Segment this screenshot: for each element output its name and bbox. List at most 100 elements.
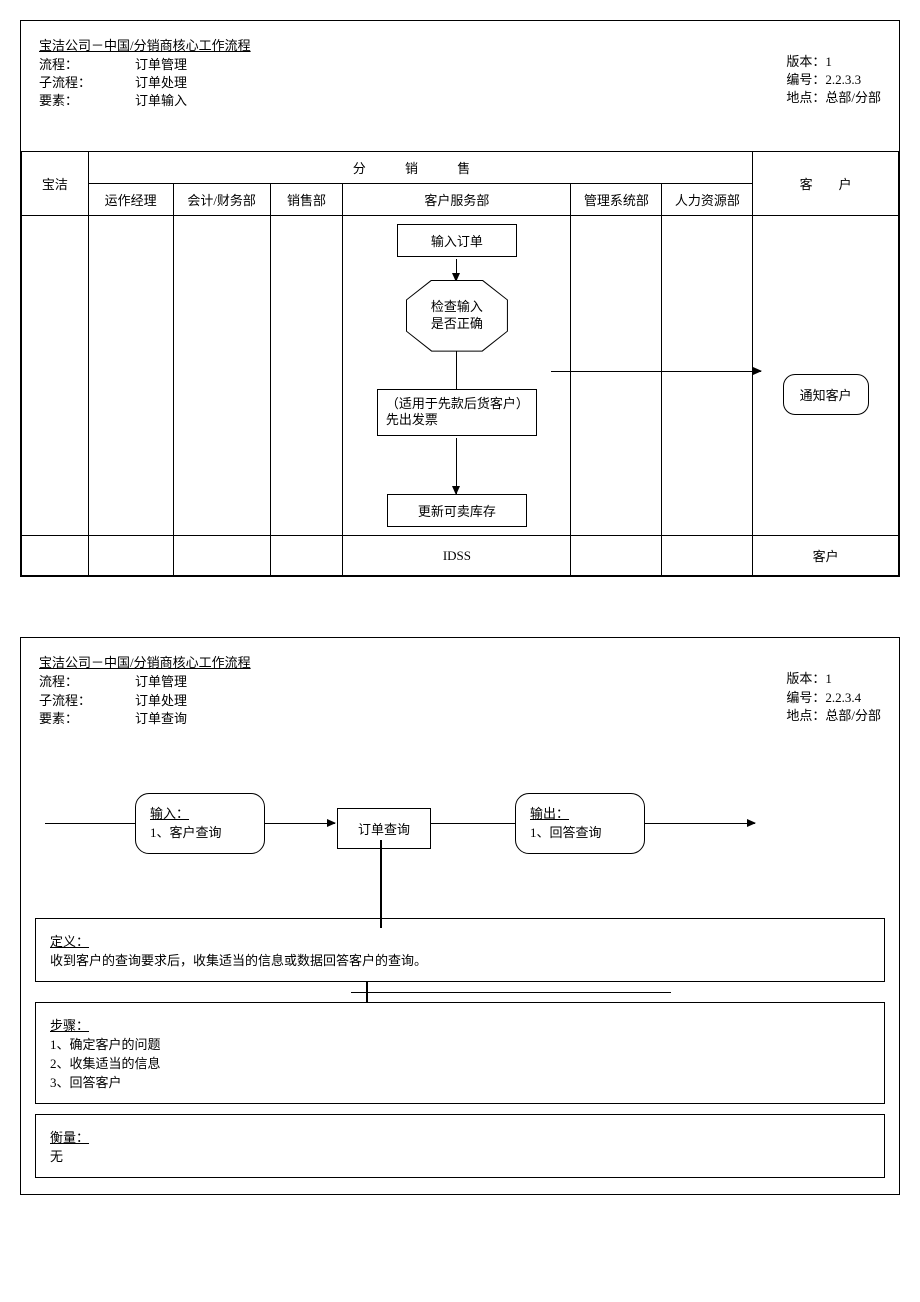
measure-block: 衡量： 无 (35, 1114, 885, 1178)
output-title: 输出： (530, 804, 630, 824)
definition-text: 收到客户的查询要求后，收集适当的信息或数据回答客户的查询。 (50, 950, 870, 969)
node-input-order: 输入订单 (397, 224, 517, 257)
value-element-2: 订单查询 (135, 710, 187, 728)
foot-mis (571, 536, 662, 576)
label-subprocess-2: 子流程： (39, 692, 135, 710)
doc2-title: 宝洁公司－中国/分销商核心工作流程 (39, 652, 881, 671)
meta-location-label: 地点： (786, 90, 825, 105)
flow2-arrow-into-center (275, 823, 335, 824)
lane-sales (270, 215, 343, 536)
node-notify-customer: 通知客户 (783, 374, 869, 415)
swimlane-table: 宝洁 分 销 售 客 户 运作经理 会计/财务部 销售部 客户服务部 管理系统部… (21, 151, 899, 577)
foot-sales (270, 536, 343, 576)
doc1-title: 宝洁公司－中国/分销商核心工作流程 (39, 35, 881, 54)
node-invoice-first: （适用于先款后货客户） 先出发票 (377, 389, 537, 437)
output-item-1: 1、回答查询 (530, 823, 630, 843)
steps-block: 步骤： 1、确定客户的问题 2、收集适当的信息 3、回答客户 (35, 1002, 885, 1104)
input-item-1: 1、客户查询 (150, 823, 250, 843)
lane-baojie (22, 215, 89, 536)
doc1-subprocess-row: 子流程： 订单处理 (39, 74, 881, 92)
arrow-1 (456, 259, 457, 281)
lane-hr (662, 215, 753, 536)
col-customer-header: 客 户 (753, 151, 899, 215)
flow2-area: 输入： 1、客户查询 订单查询 输出： 1、回答查询 (35, 768, 885, 898)
doc2-meta: 版本：1 编号：2.2.3.4 地点：总部/分部 (786, 670, 881, 725)
meta-version: 1 (825, 54, 832, 69)
col-hr-header: 人力资源部 (662, 183, 753, 215)
workflow-diagram-2: 宝洁公司－中国/分销商核心工作流程 流程： 订单管理 子流程： 订单处理 要素：… (20, 637, 900, 1195)
value-element: 订单输入 (135, 92, 187, 110)
label-subprocess: 子流程： (39, 74, 135, 92)
input-box: 输入： 1、客户查询 (135, 793, 265, 854)
connector-h (351, 992, 671, 993)
doc1-meta: 版本：1 编号：2.2.3.3 地点：总部/分部 (786, 53, 881, 108)
line-2 (456, 351, 457, 389)
step-1: 1、确定客户的问题 (50, 1034, 870, 1053)
col-sales-header: 销售部 (270, 183, 343, 215)
value-subprocess-2: 订单处理 (135, 692, 187, 710)
steps-title: 步骤： (50, 1015, 870, 1034)
value-process-2: 订单管理 (135, 673, 187, 691)
meta-version-label-2: 版本： (786, 671, 825, 686)
arrow-3 (456, 438, 457, 494)
col-cs-header: 客户服务部 (343, 183, 571, 215)
definition-title: 定义： (50, 931, 870, 950)
lane-ops (88, 215, 173, 536)
header-block-2: 宝洁公司－中国/分销商核心工作流程 流程： 订单管理 子流程： 订单处理 要素：… (21, 638, 899, 738)
label-process-2: 流程： (39, 673, 135, 691)
value-subprocess: 订单处理 (135, 74, 187, 92)
lane-acc (173, 215, 270, 536)
col-baojie-header: 宝洁 (22, 151, 89, 215)
meta-code-label-2: 编号： (786, 690, 825, 705)
label-element-2: 要素： (39, 710, 135, 728)
node-update-stock: 更新可卖库存 (387, 494, 527, 527)
connector-invoice-to-notify (551, 371, 761, 372)
foot-acc (173, 536, 270, 576)
lane-mis (571, 215, 662, 536)
doc2-element-row: 要素： 订单查询 (39, 710, 881, 728)
col-ops-header: 运作经理 (88, 183, 173, 215)
swimlane-footer-row: IDSS 客户 (22, 536, 899, 576)
flow2-arrow-end (645, 823, 755, 824)
doc1-element-row: 要素： 订单输入 (39, 92, 881, 110)
meta-location: 总部/分部 (825, 90, 881, 105)
invoice-l2: 先出发票 (386, 412, 528, 429)
measure-title: 衡量： (50, 1127, 870, 1146)
measure-text: 无 (50, 1146, 870, 1165)
cs-flow: 输入订单 检查输入 是否正确 （适用于先款后货客户） 先出发票 (347, 224, 566, 528)
step-2: 2、收集适当的信息 (50, 1053, 870, 1072)
meta-version-2: 1 (825, 671, 832, 686)
col-mis-header: 管理系统部 (571, 183, 662, 215)
meta-location-2: 总部/分部 (825, 708, 881, 723)
label-element: 要素： (39, 92, 135, 110)
meta-code-2: 2.2.3.4 (825, 690, 861, 705)
swimlane-body-row: 输入订单 检查输入 是否正确 （适用于先款后货客户） 先出发票 (22, 215, 899, 536)
node-check-input-inner: 检查输入 是否正确 (407, 281, 507, 351)
check-l2: 是否正确 (431, 316, 483, 333)
col-dist-header: 分 销 售 (88, 151, 753, 183)
node-check-input: 检查输入 是否正确 (407, 281, 507, 351)
center-box: 订单查询 (337, 808, 431, 849)
flow2-vline (380, 840, 382, 928)
check-l1: 检查输入 (431, 299, 483, 316)
col-acc-header: 会计/财务部 (173, 183, 270, 215)
foot-ops (88, 536, 173, 576)
step-3: 3、回答客户 (50, 1072, 870, 1091)
input-title: 输入： (150, 804, 250, 824)
value-process: 订单管理 (135, 56, 187, 74)
swimlane-header-row-1: 宝洁 分 销 售 客 户 (22, 151, 899, 183)
doc2-subprocess-row: 子流程： 订单处理 (39, 692, 881, 710)
flow2-hline-mid (425, 823, 515, 824)
definition-block: 定义： 收到客户的查询要求后，收集适当的信息或数据回答客户的查询。 (35, 918, 885, 982)
foot-hr (662, 536, 753, 576)
meta-version-label: 版本： (786, 54, 825, 69)
doc1-process-row: 流程： 订单管理 (39, 56, 881, 74)
header-block-1: 宝洁公司－中国/分销商核心工作流程 流程： 订单管理 子流程： 订单处理 要素：… (21, 21, 899, 151)
invoice-l1: （适用于先款后货客户） (386, 396, 528, 413)
label-process: 流程： (39, 56, 135, 74)
output-box: 输出： 1、回答查询 (515, 793, 645, 854)
meta-location-label-2: 地点： (786, 708, 825, 723)
foot-customer: 客户 (753, 536, 899, 576)
meta-code: 2.2.3.3 (825, 72, 861, 87)
foot-cs: IDSS (343, 536, 571, 576)
